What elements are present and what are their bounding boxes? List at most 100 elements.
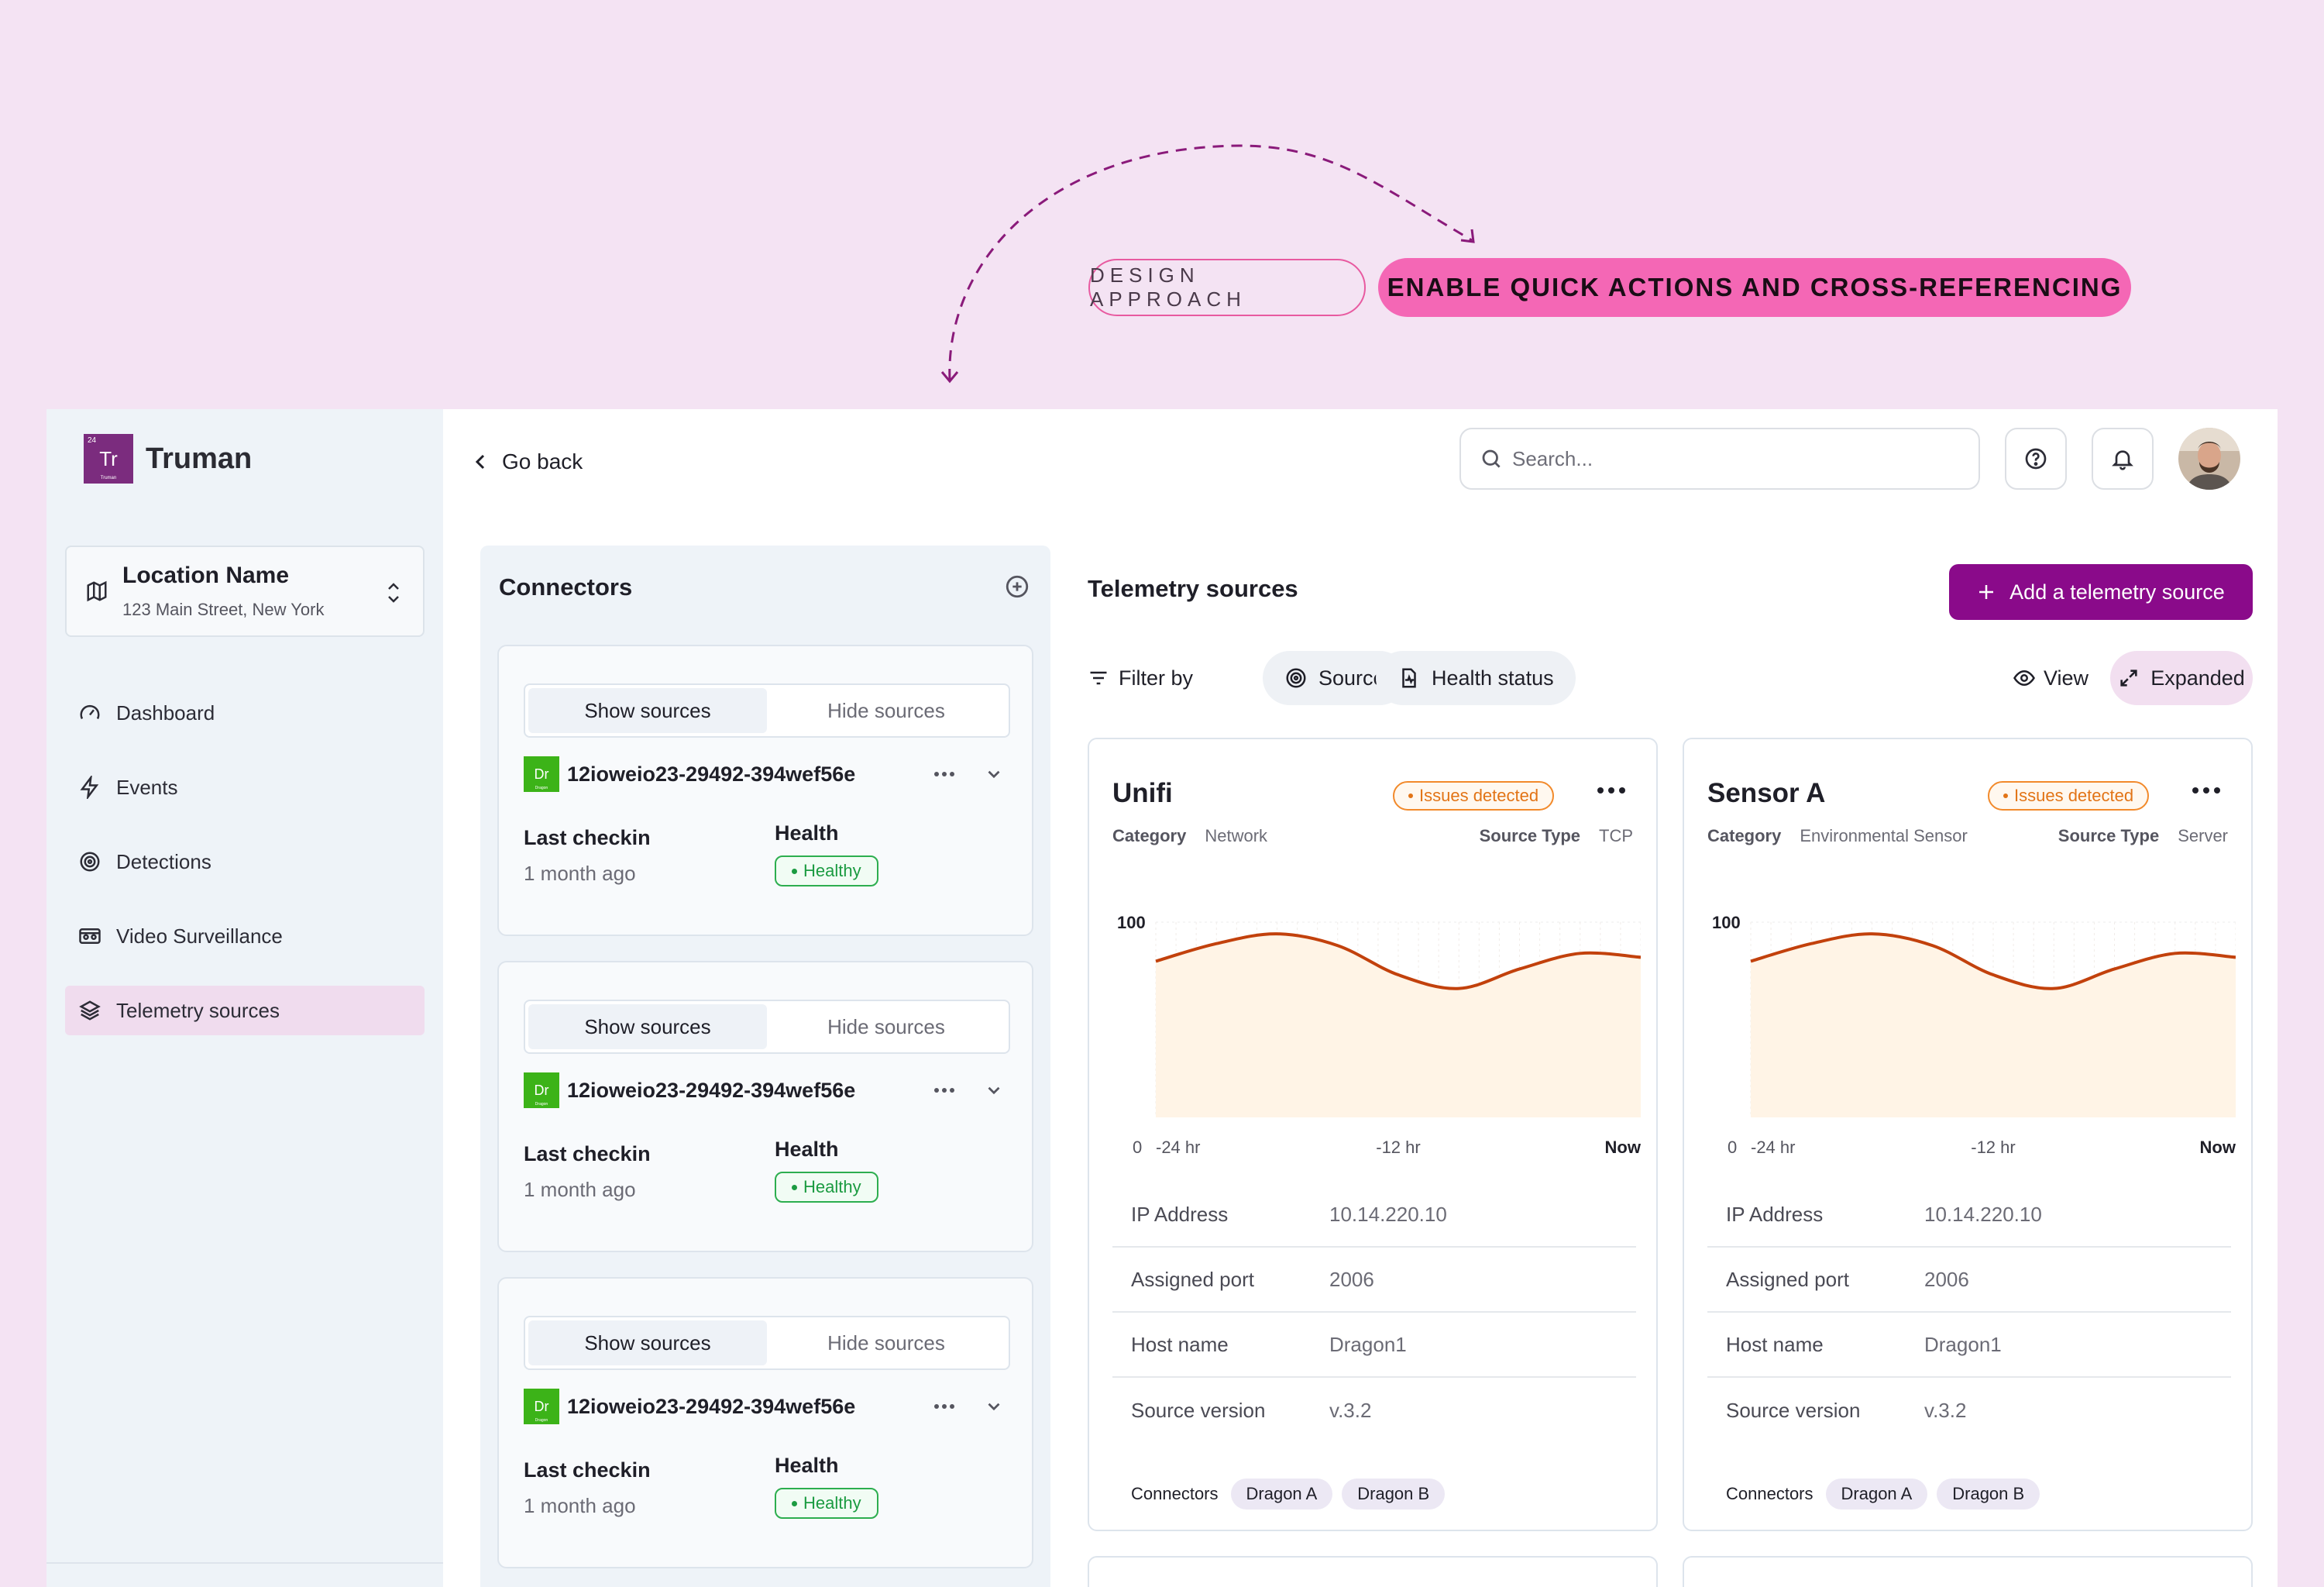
more-horizontal-icon[interactable] — [933, 1403, 956, 1410]
search-box[interactable] — [1459, 428, 1980, 490]
property-value: v.3.2 — [1924, 1398, 1967, 1422]
property-row: IP Address 10.14.220.10 — [1707, 1183, 2231, 1248]
add-circle-icon[interactable] — [1004, 573, 1030, 600]
add-telemetry-source-button[interactable]: Add a telemetry source — [1949, 564, 2253, 620]
location-name: Location Name — [122, 563, 290, 588]
more-horizontal-icon[interactable] — [933, 770, 956, 778]
help-button[interactable] — [2005, 428, 2067, 490]
meta-value: Network — [1205, 826, 1268, 845]
hide-sources-option[interactable]: Hide sources — [827, 698, 945, 722]
lightning-icon — [77, 775, 102, 800]
chevron-left-icon — [475, 454, 485, 470]
meta-value: Server — [2178, 826, 2228, 845]
status-dot — [2003, 794, 2008, 798]
sidebar-item-label: Video Surveillance — [116, 924, 283, 948]
category-meta: Category Environmental Sensor — [1707, 826, 1968, 846]
connector-tag[interactable]: Dragon B — [1937, 1479, 2040, 1510]
health-badge: Healthy — [775, 855, 878, 886]
meta-value: TCP — [1599, 826, 1633, 845]
chip-label: Health status — [1432, 666, 1554, 690]
hide-sources-option[interactable]: Hide sources — [827, 1331, 945, 1355]
badge-text: Dr — [534, 1398, 549, 1414]
sources-toggle: Show sources Hide sources — [524, 1000, 1010, 1054]
chevron-down-icon[interactable] — [984, 1396, 1004, 1417]
last-checkin-label: Last checkin — [524, 826, 651, 849]
telemetry-title: Telemetry sources — [1088, 575, 1298, 602]
sources-toggle: Show sources Hide sources — [524, 683, 1010, 738]
location-selector[interactable]: Location Name 123 Main Street, New York — [65, 546, 425, 637]
connector-tag[interactable]: Dragon B — [1342, 1479, 1446, 1510]
target-icon — [1286, 668, 1306, 688]
sidebar-item-events[interactable]: Events — [65, 763, 425, 812]
filter-label-text: Filter by — [1119, 666, 1194, 690]
source-type-meta: Source Type TCP — [1480, 826, 1633, 846]
headline-pill: ENABLE QUICK ACTIONS AND CROSS-REFERENCI… — [1378, 258, 2131, 317]
sidebar-item-dashboard[interactable]: Dashboard — [65, 688, 425, 738]
bell-icon — [2112, 450, 2133, 470]
sidebar-item-detections[interactable]: Detections — [65, 837, 425, 886]
health-badge: Healthy — [775, 1172, 878, 1203]
expanded-view-chip[interactable]: Expanded — [2110, 651, 2253, 705]
last-checkin-value: 1 month ago — [524, 1178, 636, 1201]
sidebar-item-telemetry-sources[interactable]: Telemetry sources — [65, 986, 425, 1035]
x-tick-label: Now — [2200, 1138, 2236, 1155]
go-back-link[interactable]: Go back — [473, 440, 583, 484]
more-horizontal-icon[interactable] — [933, 1086, 956, 1094]
show-sources-option[interactable]: Show sources — [528, 1004, 767, 1049]
sidebar-item-video-surveillance[interactable]: Video Surveillance — [65, 911, 425, 961]
logo-sub: Truman — [100, 476, 117, 480]
show-sources-option[interactable]: Show sources — [528, 688, 767, 733]
sidebar-nav: Dashboard Events Detections Video Survei… — [65, 688, 425, 1060]
hide-sources-option[interactable]: Hide sources — [827, 1014, 945, 1038]
connector-tag[interactable]: Dragon A — [1230, 1479, 1333, 1510]
filter-icon — [1090, 671, 1107, 685]
last-checkin-label: Last checkin — [524, 1142, 651, 1165]
brand[interactable]: 24 Tr Truman Truman — [84, 434, 252, 484]
go-back-label: Go back — [502, 449, 583, 473]
y-max-label: 100 — [1712, 913, 1741, 932]
avatar[interactable] — [2178, 428, 2240, 490]
notifications-button[interactable] — [2092, 428, 2154, 490]
chevron-down-icon[interactable] — [984, 764, 1004, 784]
area-fill — [1156, 934, 1641, 1117]
connectors-title: Connectors — [499, 573, 633, 601]
connector-tag[interactable]: Dragon A — [1825, 1479, 1928, 1510]
telemetry-chart: 100 0 -24 hr -12 hr Now — [1117, 913, 1641, 1155]
document-health-icon — [1402, 668, 1416, 688]
status-dot — [792, 1500, 797, 1506]
source-type-meta: Source Type Server — [2058, 826, 2228, 846]
connector-card: Show sources Hide sources Dr Dragon 12iow… — [497, 1277, 1033, 1568]
telemetry-card: Sensor A Issues detected Category Environ… — [1683, 738, 2253, 1531]
health-label: Health — [775, 1138, 839, 1161]
connector-id: 12ioweio23-29492-394wef56e — [567, 1394, 856, 1418]
status-dot — [792, 1184, 797, 1190]
filter-health-chip[interactable]: Health status — [1376, 651, 1576, 705]
telemetry-chart: 100 0 -24 hr -12 hr Now — [1712, 913, 2236, 1155]
meta-key: Source Type — [2058, 826, 2160, 845]
properties-list: IP Address 10.14.220.10 Assigned port 2006… — [1112, 1183, 1636, 1443]
search-input[interactable] — [1512, 446, 1946, 471]
eye-icon — [2013, 670, 2035, 687]
status-badge: Issues detected — [1988, 781, 2150, 811]
show-sources-option[interactable]: Show sources — [528, 1320, 767, 1365]
annotation-arrow — [940, 144, 1475, 384]
connector-id-row: Dr Dragon 12ioweio23-29492-394wef56e — [524, 1072, 855, 1108]
more-horizontal-icon[interactable] — [2191, 786, 2222, 795]
view-toggle[interactable]: View — [2013, 651, 2089, 705]
connector-badge: Dr Dragon — [524, 756, 559, 792]
properties-list: IP Address 10.14.220.10 Assigned port 2006… — [1707, 1183, 2231, 1443]
expand-arrows-icon — [2120, 670, 2137, 687]
target-icon — [77, 849, 102, 874]
sidebar-divider — [46, 1562, 443, 1564]
status-badge: Issues detected — [1393, 781, 1555, 811]
telemetry-card-partial — [1088, 1556, 1658, 1587]
plus-icon — [1979, 585, 1994, 599]
property-row: IP Address 10.14.220.10 — [1112, 1183, 1636, 1248]
telemetry-card: Unifi Issues detected Category Network So… — [1088, 738, 1658, 1531]
more-horizontal-icon[interactable] — [1596, 786, 1627, 795]
health-value: Healthy — [803, 861, 861, 880]
property-key: IP Address — [1726, 1202, 1824, 1226]
y-min-label: 0 — [1728, 1138, 1737, 1155]
filter-by-label: Filter by — [1088, 651, 1193, 705]
chevron-down-icon[interactable] — [984, 1080, 1004, 1100]
